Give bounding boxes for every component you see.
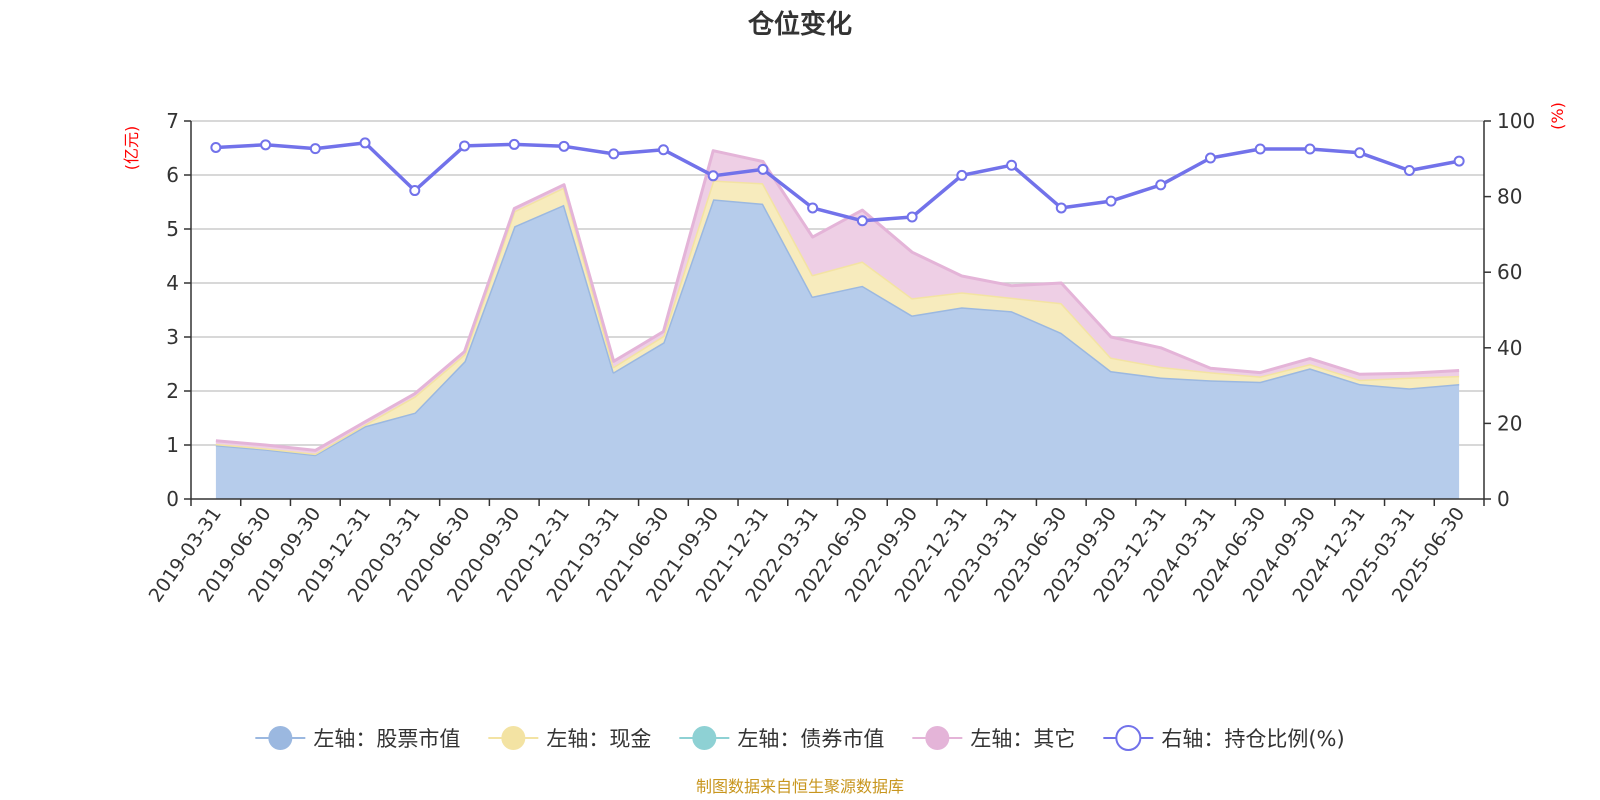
left-axis-unit: (亿元) — [122, 126, 141, 171]
ratio-point — [657, 144, 669, 156]
legend-marker — [501, 726, 526, 750]
legend-item: 左轴：债券市值 — [679, 726, 884, 751]
left-tick-label: 1 — [166, 433, 179, 457]
legend-marker — [692, 726, 717, 750]
ratio-point — [1254, 143, 1266, 155]
left-tick-label: 7 — [166, 109, 179, 133]
right-tick-label: 100 — [1497, 109, 1535, 133]
legend-label: 左轴：现金 — [546, 727, 651, 751]
left-tick-label: 0 — [166, 487, 179, 511]
left-tick-label: 4 — [166, 271, 179, 295]
ratio-point — [807, 202, 819, 214]
left-tick-label: 2 — [166, 379, 179, 403]
ratio-point — [260, 139, 272, 151]
ratio-point — [707, 170, 719, 182]
data-source-note: 制图数据来自恒生聚源数据库 — [696, 777, 904, 796]
ratio-point — [1105, 195, 1117, 207]
ratio-point — [956, 169, 968, 181]
legend-marker — [268, 726, 293, 750]
legend-label: 左轴：股票市值 — [313, 727, 460, 751]
right-tick-label: 60 — [1497, 260, 1522, 284]
ratio-point — [508, 138, 520, 150]
ratio-point — [1304, 143, 1316, 155]
ratio-point — [608, 148, 620, 160]
right-tick-label: 20 — [1497, 411, 1522, 435]
chart-title: 仓位变化 — [747, 9, 852, 40]
right-tick-label: 0 — [1497, 487, 1510, 511]
ratio-point — [459, 140, 471, 152]
ratio-point — [1204, 152, 1216, 164]
right-tick-label: 40 — [1497, 336, 1522, 360]
legend-label: 左轴：债券市值 — [737, 727, 884, 751]
legend-item: 左轴：现金 — [488, 726, 651, 751]
left-tick-label: 5 — [166, 217, 179, 241]
right-tick-label: 80 — [1497, 185, 1522, 209]
legend-marker — [1115, 725, 1142, 751]
left-tick-label: 6 — [166, 163, 179, 187]
ratio-line-series — [210, 137, 1465, 227]
ratio-point — [1155, 179, 1167, 191]
ratio-point — [906, 211, 918, 223]
ratio-point — [1403, 165, 1415, 177]
ratio-point — [309, 143, 321, 155]
ratio-point — [1006, 159, 1018, 171]
legend-item: 右轴：持仓比例(%) — [1103, 725, 1345, 751]
ratio-point — [1055, 202, 1067, 214]
ratio-point — [409, 185, 421, 197]
legend: 左轴：股票市值 左轴：现金 左轴：债券市值 左轴：其它 右轴：持仓比例(%) — [255, 725, 1345, 751]
right-axis-unit: (%) — [1548, 102, 1567, 130]
ratio-point — [856, 215, 868, 227]
ratio-point — [558, 140, 570, 152]
stacked-areas — [215, 149, 1460, 500]
ratio-point — [210, 141, 222, 153]
legend-item: 左轴：其它 — [912, 726, 1075, 751]
area-top-line — [215, 149, 1460, 452]
ratio-point — [1354, 147, 1366, 159]
ratio-point — [359, 137, 371, 149]
ratio-point — [757, 163, 769, 175]
legend-label: 右轴：持仓比例(%) — [1161, 727, 1344, 751]
left-tick-label: 3 — [166, 325, 179, 349]
legend-item: 左轴：股票市值 — [255, 726, 460, 751]
ratio-line — [215, 141, 1460, 223]
legend-marker — [925, 726, 950, 750]
area-9bb8e0 — [215, 199, 1460, 500]
legend-label: 左轴：其它 — [970, 727, 1075, 751]
ratio-point — [1453, 155, 1465, 167]
